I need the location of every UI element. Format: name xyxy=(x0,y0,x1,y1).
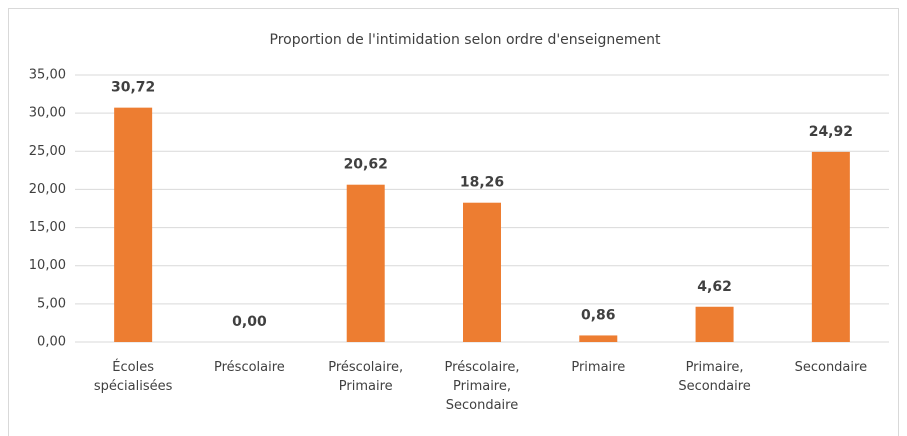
y-tick-label: 15,00 xyxy=(29,220,66,235)
x-tick-label: Écoles spécialisées xyxy=(93,360,173,394)
bar xyxy=(579,335,618,342)
data-label: 0,86 xyxy=(581,307,616,323)
y-tick-label: 10,00 xyxy=(29,258,66,273)
bar xyxy=(811,151,850,342)
bar xyxy=(114,107,153,342)
bar xyxy=(695,306,734,342)
x-tick-label: Préscolaire, Primaire xyxy=(328,360,404,394)
bar xyxy=(463,202,501,342)
data-label: 0,00 xyxy=(232,314,267,330)
data-label: 20,62 xyxy=(344,157,388,173)
y-tick-label: 0,00 xyxy=(37,335,66,350)
y-tick-label: 35,00 xyxy=(29,68,66,83)
y-tick-label: 25,00 xyxy=(29,144,66,159)
chart-title: Proportion de l'intimidation selon ordre… xyxy=(270,32,661,48)
data-label: 4,62 xyxy=(697,279,732,295)
x-tick-label: Primaire, Secondaire xyxy=(678,360,751,394)
y-tick-label: 5,00 xyxy=(37,296,66,311)
bar xyxy=(346,184,385,342)
y-tick-label: 20,00 xyxy=(29,182,66,197)
x-tick-label: Préscolaire, Primaire, Secondaire xyxy=(444,360,520,413)
chart-frame xyxy=(8,8,899,436)
x-tick-label: Préscolaire xyxy=(214,360,285,375)
data-label: 24,92 xyxy=(809,124,853,140)
data-label: 30,72 xyxy=(111,80,155,96)
y-tick-label: 30,00 xyxy=(29,106,66,121)
data-label: 18,26 xyxy=(460,175,504,191)
x-tick-label: Secondaire xyxy=(794,360,868,375)
x-tick-label: Primaire xyxy=(571,360,626,375)
